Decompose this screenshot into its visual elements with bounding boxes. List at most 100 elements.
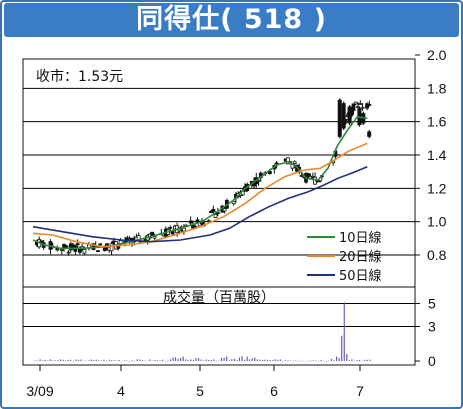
ma-line-ma20 [32,142,368,248]
legend-label-ma10: 10日線 [339,230,382,246]
candle-body [96,250,100,253]
volume-bar [98,360,100,361]
volume-bar [95,359,97,361]
volume-bar [164,360,166,362]
volume-gridlines [23,303,415,327]
volume-bar [80,359,82,361]
volume-bar [169,359,172,361]
candle-body [116,245,121,249]
candle-body [351,103,356,112]
volume-bar [67,359,69,361]
volume-bar [353,360,356,362]
volume-bar [146,360,149,362]
volume-bar [307,360,310,362]
candle-body [367,131,372,137]
candle-body [211,208,216,212]
volume-bar [200,359,202,361]
candle-body [209,210,213,214]
candle-body [222,208,227,212]
candle-body [256,179,261,182]
volume-bar [141,360,143,361]
price-y-tick-label: 1.4 [427,147,447,163]
price-y-tick-label: 2.0 [427,47,447,63]
candle-body [306,173,311,177]
candle-body [365,103,369,109]
volume-bar [75,359,77,361]
volume-bar [128,360,131,362]
candle-body [39,240,44,243]
volume-bar [282,360,284,362]
volume-bar [134,360,136,362]
volume-bar [185,359,187,361]
volume-bars [34,302,371,362]
volume-bar [323,360,325,362]
volume-bar [348,360,350,361]
candle-body [299,174,304,177]
candle-body [360,106,365,109]
volume-bar [246,356,248,361]
volume-bar [203,360,205,362]
price-y-tick-label: 0.8 [427,247,447,263]
ma-line-ma50 [32,165,368,243]
volume-bar [312,360,315,361]
volume-bar [277,359,279,361]
chart-legend: 10日線 20日線 50日線 [307,230,382,284]
volume-y-tick-label: 0 [428,353,436,369]
candle-body [168,226,173,229]
volume-bar [172,357,174,361]
volume-bar [305,360,307,362]
volume-bar [254,357,256,361]
volume-bar [259,359,261,361]
ma-line-ma10 [32,115,368,250]
x-axis-ticks: 3/09 4 5 6 7 [26,365,364,399]
volume-bar [315,360,317,362]
volume-bar [144,360,146,362]
candle-body [367,104,372,106]
volume-bar [197,358,200,361]
volume-bar [295,360,297,361]
volume-bar [292,360,294,362]
price-y-tick-label: 1.0 [427,214,447,230]
volume-bar [266,359,269,361]
close-price-box [27,63,154,87]
candle-body [188,220,193,224]
candle-body [337,99,342,137]
candle-body [206,220,211,223]
volume-bar [62,359,64,361]
volume-bar [90,359,92,361]
volume-bar [154,359,156,361]
volume-bar [180,357,182,361]
volume-bar [328,360,330,362]
volume-bar [149,359,151,361]
price-y-tick-label: 1.8 [427,80,447,96]
volume-y-tick-label: 3 [428,319,436,335]
volume-bar [121,360,123,362]
volume-bar [335,356,338,361]
x-tick-label: 6 [270,383,278,399]
volume-bar [57,360,59,361]
volume-bar [251,358,253,361]
volume-bar [341,335,343,361]
volume-bar [108,359,110,361]
candle-body [286,157,290,165]
volume-bar [162,359,164,361]
volume-bar [318,360,320,362]
candle-body [317,180,322,183]
volume-bar [220,357,223,361]
volume-bar [210,359,212,361]
volume-bar [65,360,67,361]
volume-bar [338,357,340,361]
legend-label-ma50: 50日線 [339,268,382,284]
volume-bar [167,360,169,362]
volume-bar [39,359,41,361]
volume-bar [238,357,241,361]
volume-bar [85,360,87,362]
volume-bar [103,359,105,361]
volume-bar [187,359,189,361]
volume-bar [131,360,133,361]
candle-body [59,249,64,251]
candle-body [182,227,186,232]
volume-bar [274,359,276,361]
moving-average-lines [32,115,368,250]
